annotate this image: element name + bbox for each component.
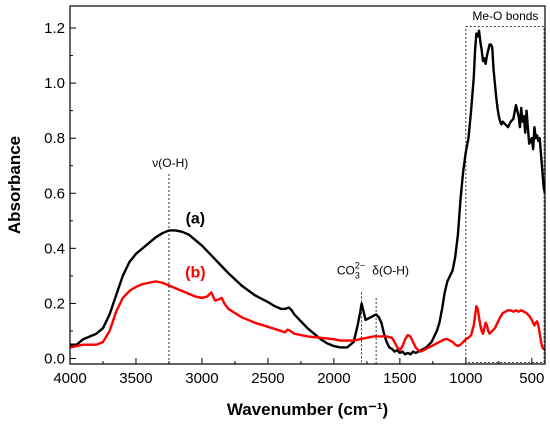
x-tick-label: 2000: [317, 370, 350, 387]
x-axis-title: Wavenumber (cm⁻¹): [227, 400, 388, 419]
y-tick-label: 1.0: [44, 75, 65, 92]
series-line-b: [70, 280, 545, 353]
region-box: [465, 26, 545, 364]
x-tick-label: 3000: [185, 370, 218, 387]
series-label-b: (b): [185, 264, 205, 281]
series-label-a: (a): [186, 211, 206, 228]
y-tick-label: 1.2: [44, 20, 65, 37]
plot-frame: [69, 5, 546, 365]
y-axis-title: Absorbance: [5, 136, 24, 234]
x-tick-label: 4000: [53, 370, 86, 387]
x-tick-label: 3500: [119, 370, 152, 387]
annotation-label-0: ν(O-H): [152, 156, 188, 170]
x-tick-label: 2500: [251, 370, 284, 387]
annotation-label-1: δ(O-H): [372, 264, 409, 278]
x-tick-label: 1000: [449, 370, 482, 387]
y-tick-label: 0.0: [44, 350, 65, 367]
region-box-label: Me-O bonds: [472, 9, 538, 23]
y-tick-label: 0.2: [44, 295, 65, 312]
annotation-label-2: CO32−: [337, 261, 365, 281]
y-tick-label: 0.4: [44, 240, 65, 257]
y-tick-label: 0.6: [44, 185, 65, 202]
x-tick-label: 500: [519, 370, 544, 387]
x-tick-label: 1500: [383, 370, 416, 387]
series-line-a: [70, 29, 545, 356]
y-tick-label: 0.8: [44, 130, 65, 147]
